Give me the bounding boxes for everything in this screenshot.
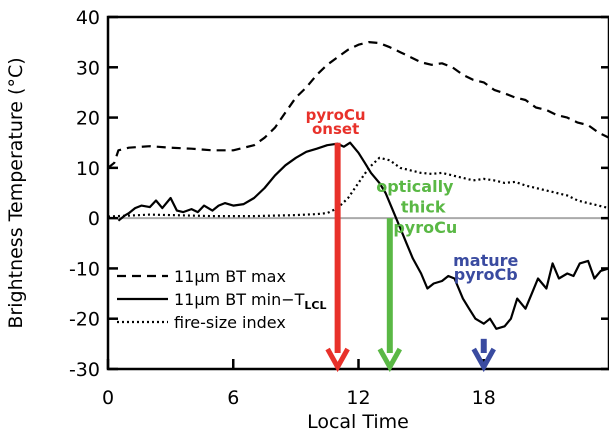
legend-label: 11μm BT max xyxy=(174,267,286,286)
annotation-label-line: optically xyxy=(376,177,454,196)
annotation-label-line: mature xyxy=(453,251,518,270)
x-ticks: 0 6 12 18 xyxy=(102,359,496,409)
series-layer xyxy=(107,40,609,330)
annotation-layer: pyroCuonsetopticallythickpyroCumaturepyr… xyxy=(306,106,519,373)
annotation-label-line: thick xyxy=(401,198,446,217)
annotation-arrow-head xyxy=(471,347,496,373)
x-tick-label: 12 xyxy=(346,387,370,409)
annotation-label-line: onset xyxy=(312,120,359,138)
annotation-arrow-head xyxy=(377,347,402,373)
legend-item-fire-size-index: fire-size index xyxy=(117,313,286,332)
y-ticks: -30 -20 -10 0 10 20 30 40 xyxy=(69,7,609,381)
legend-label: fire-size index xyxy=(174,313,286,332)
y-axis-label: Brightness Temperature (°C) xyxy=(5,57,27,328)
y-tick-label: 10 xyxy=(76,158,100,180)
y-tick-label: -30 xyxy=(69,359,100,381)
annotation-label-line: pyroCu xyxy=(393,218,457,237)
series-line-fire-size-index xyxy=(107,156,609,218)
x-axis-label: Local Time xyxy=(307,411,409,433)
y-tick-label: -20 xyxy=(69,309,100,331)
legend-label: 11μm BT min−TLCL xyxy=(174,290,327,312)
y-tick-label: 20 xyxy=(76,108,100,130)
series-line-11-m-bt-max xyxy=(107,40,609,169)
y-tick-label: 0 xyxy=(88,208,100,230)
y-tick-label: 30 xyxy=(76,57,100,79)
annotation-arrow-head xyxy=(325,347,350,373)
x-tick-label: 18 xyxy=(472,387,496,409)
x-tick-label: 6 xyxy=(227,387,239,409)
annotation-label-line: pyroCb xyxy=(454,265,518,284)
y-tick-label: 40 xyxy=(76,7,100,29)
legend-item-11-m-bt-max: 11μm BT max xyxy=(117,267,286,286)
legend-item-11-m-bt-min-tlcl: 11μm BT min−TLCL xyxy=(117,290,327,312)
x-tick-label: 0 xyxy=(102,387,114,409)
annotation-label-line: pyroCu xyxy=(306,106,366,124)
y-tick-label: -10 xyxy=(69,258,100,280)
series-line-11-m-bt-min-tlcl xyxy=(117,141,609,330)
